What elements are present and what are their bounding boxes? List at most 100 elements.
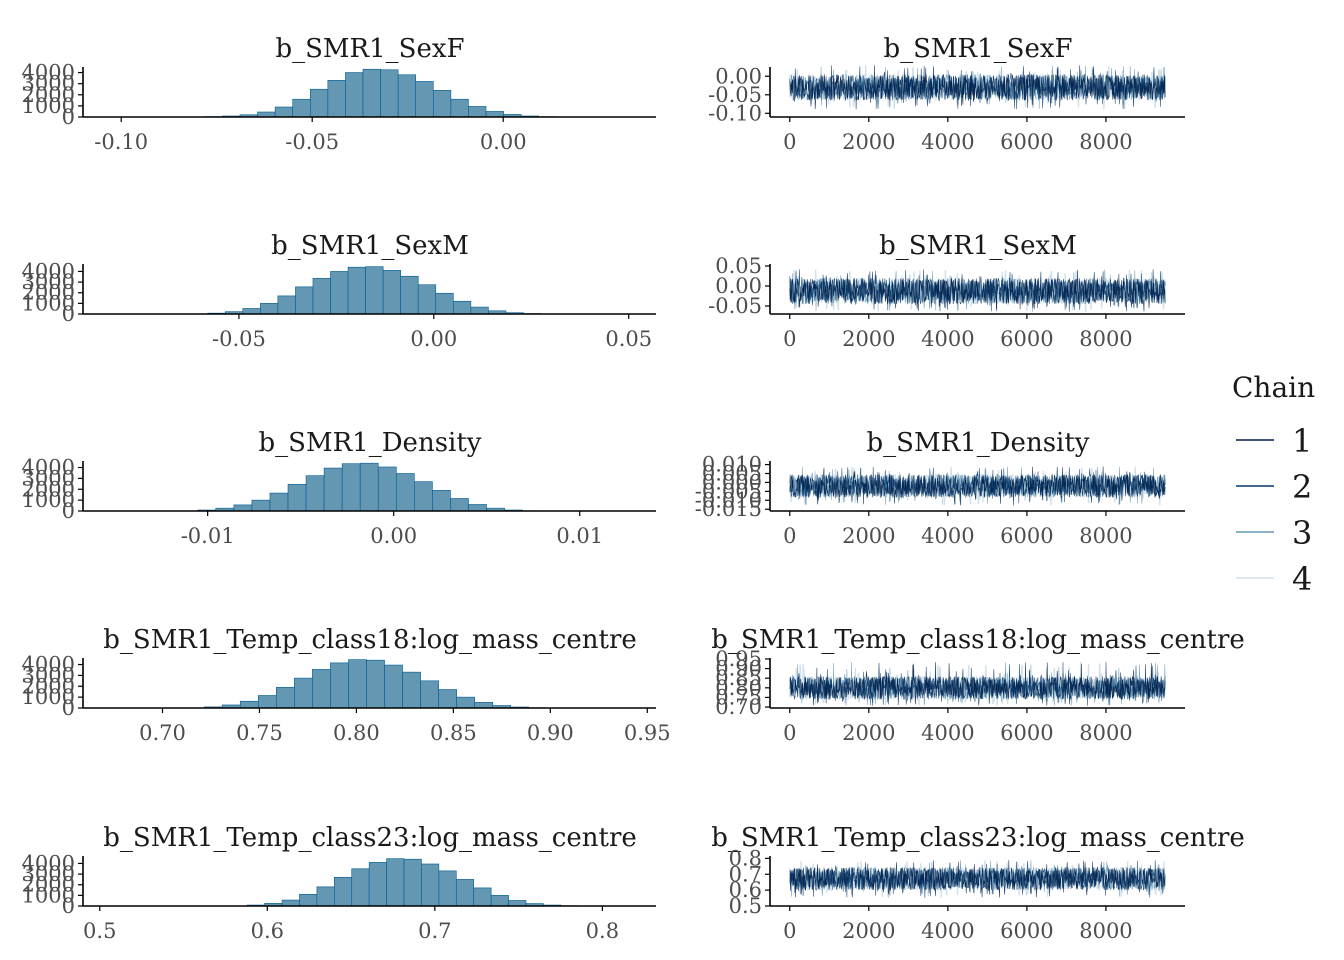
y-tick-label: 2000 (22, 873, 75, 897)
trace-line-chain-1 (789, 860, 1166, 898)
x-tick-label: 4000 (921, 327, 974, 351)
y-tick-label: 0.8 (729, 846, 762, 870)
y-tick-label: 3000 (22, 270, 75, 294)
trace-line-chain-1 (789, 466, 1166, 506)
histogram-bar (456, 696, 475, 709)
histogram-bar (368, 862, 387, 907)
histogram-bar (312, 278, 331, 315)
y-tick-label: 3000 (22, 72, 75, 96)
x-tick-label: 0 (783, 524, 796, 548)
trace-line-chain-1 (789, 662, 1166, 706)
x-tick-label: 0.05 (605, 327, 652, 351)
histogram-bar (450, 498, 469, 512)
panel-title: b_SMR1_Density (259, 428, 482, 458)
histogram-bar (341, 463, 361, 512)
y-tick-label: 0 (62, 499, 75, 523)
y-tick-label: 4000 (22, 61, 75, 85)
y-tick-label: 0.90 (715, 657, 762, 681)
histogram-bar (421, 863, 440, 907)
histogram-bar (345, 72, 364, 118)
x-tick-label: 4000 (921, 721, 974, 745)
x-tick-label: 2000 (842, 524, 895, 548)
panel-title: b_SMR1_Temp_class23:log_mass_centre (103, 823, 637, 853)
x-tick-label: 8000 (1079, 524, 1132, 548)
x-tick-label: -0.05 (212, 327, 266, 351)
panel-title: b_SMR1_SexF (275, 34, 464, 64)
y-tick-label: 3000 (22, 862, 75, 886)
histogram-bar (485, 111, 504, 118)
histogram-bar (299, 893, 318, 907)
histogram-bar (334, 876, 353, 907)
x-tick-label: 2000 (842, 721, 895, 745)
histogram-bar (415, 81, 434, 118)
x-tick-label: 8000 (1079, 130, 1132, 154)
histogram-bar (287, 484, 307, 512)
histogram-panel: b_SMR1_Density -0.01 0.00 0.01 0100020003000… (22, 428, 656, 548)
histogram-bar (382, 270, 401, 315)
histogram-bar (432, 490, 451, 512)
panel-title: b_SMR1_Density (867, 428, 1090, 458)
y-tick-label: 0.95 (715, 647, 762, 671)
y-tick-label: 3000 (22, 663, 75, 687)
x-tick-label: 2000 (842, 130, 895, 154)
histogram-bar (269, 492, 289, 512)
y-tick-label: 0 (62, 302, 75, 326)
trace-panel: b_SMR1_SexF 0 2000 4000 6000 8000 -0.10-0.050.… (708, 34, 1185, 154)
y-tick-label: -0.010 (695, 488, 762, 512)
y-tick-label: 0.85 (715, 666, 762, 690)
histogram-bar (348, 659, 367, 709)
histogram-bar (365, 266, 384, 315)
y-tick-label: -0.10 (708, 101, 762, 125)
histogram-bar (450, 98, 469, 118)
y-tick-label: 0.005 (702, 462, 762, 486)
y-tick-label: 0.75 (715, 685, 762, 709)
panel-title: b_SMR1_Temp_class18:log_mass_centre (103, 625, 637, 655)
histogram-bar (403, 858, 422, 907)
y-tick-label: 0 (62, 894, 75, 918)
x-tick-label: 0.6 (251, 919, 284, 943)
histogram-bar (473, 887, 492, 907)
legend-label: 1 (1292, 422, 1312, 460)
histogram-bar (327, 80, 346, 118)
x-tick-label: 4000 (921, 919, 974, 943)
x-tick-label: 0 (783, 327, 796, 351)
trace-line-chain-4 (789, 663, 1166, 706)
legend-title: Chain (1232, 371, 1315, 404)
y-tick-label: 0.6 (729, 878, 762, 902)
x-tick-label: 0.00 (370, 524, 417, 548)
y-tick-label: 0 (62, 696, 75, 720)
x-tick-label: 0.75 (236, 721, 283, 745)
y-tick-label: 0.010 (702, 453, 762, 477)
y-tick-label: -0.015 (695, 497, 762, 521)
x-tick-label: 0 (783, 919, 796, 943)
panel-title: b_SMR1_SexM (271, 231, 469, 261)
y-tick-label: 1000 (22, 685, 75, 709)
histogram-panel: b_SMR1_SexF -0.10 -0.05 0.00 010002000300040… (22, 34, 656, 154)
x-tick-label: 6000 (1000, 130, 1053, 154)
histogram-panel: b_SMR1_Temp_class18:log_mass_centre 0.70 0… (22, 625, 671, 745)
histogram-bar (366, 659, 385, 709)
y-tick-label: 2000 (22, 674, 75, 698)
x-tick-label: 8000 (1079, 327, 1132, 351)
x-tick-label: 4000 (921, 524, 974, 548)
histogram-bar (508, 900, 527, 907)
histogram-bar (468, 106, 487, 118)
y-tick-label: 1000 (22, 883, 75, 907)
panel-title: b_SMR1_SexF (883, 34, 1072, 64)
histogram-bar (274, 106, 294, 118)
x-tick-label: 0.8 (586, 919, 619, 943)
trace-line-chain-2 (789, 466, 1166, 506)
x-tick-label: 0.95 (624, 721, 671, 745)
trace-line-chain-1 (789, 269, 1166, 312)
x-tick-label: 8000 (1079, 721, 1132, 745)
histogram-bar (438, 870, 457, 907)
histogram-bar (330, 271, 349, 315)
histogram-bar (323, 467, 343, 512)
trace-panel: b_SMR1_SexM 0 2000 4000 6000 8000 -0.050.000.0… (708, 231, 1185, 351)
y-tick-label: 0.5 (729, 894, 762, 918)
histogram-bar (400, 275, 419, 315)
y-tick-label: 0.7 (729, 862, 762, 886)
trace-line-chain-2 (789, 661, 1166, 706)
histogram-bar (362, 68, 381, 118)
